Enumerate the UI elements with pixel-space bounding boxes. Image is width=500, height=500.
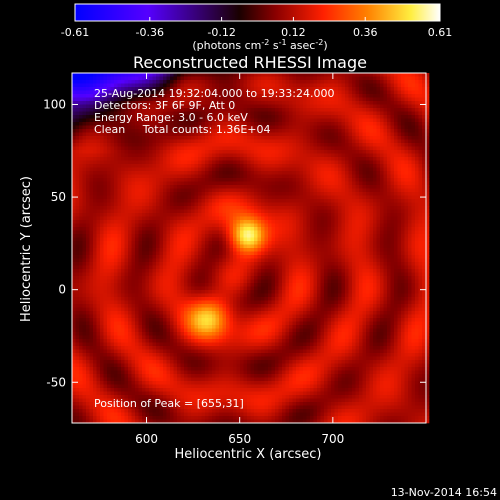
colorbar-unit-label: (photons cm-2 s-1 asec-2) (192, 38, 327, 52)
colorbar-tick-label: -0.36 (136, 26, 164, 39)
colorbar-ticks: -0.61 -0.36 -0.12 0.12 0.36 0.61 (61, 17, 452, 39)
info-time-range: 25-Aug-2014 19:32:04.000 to 19:33:24.000 (94, 87, 335, 100)
chart-title: Reconstructed RHESSI Image (133, 53, 367, 72)
axis-ticks: 600 650 700 -50 0 50 100 (43, 73, 426, 446)
plot-frame (71, 72, 427, 424)
info-detectors: Detectors: 3F 6F 9F, Att 0 (94, 99, 235, 112)
colorbar (74, 3, 441, 22)
colorbar-tick-label: -0.61 (61, 26, 89, 39)
colorbar-tick-label: 0.61 (428, 26, 453, 39)
colorbar-tick-label: 0.36 (353, 26, 378, 39)
heatmap-image (72, 73, 430, 424)
info-clean-counts: Clean Total counts: 1.36E+04 (94, 123, 271, 136)
footer-date: 13-Nov-2014 16:54 (391, 486, 497, 499)
info-energy-range: Energy Range: 3.0 - 6.0 keV (94, 111, 248, 124)
y-axis-label: Heliocentric Y (arcsec) (19, 176, 34, 322)
peak-position-label: Position of Peak = [655,31] (94, 397, 244, 410)
colorbar-tick-label: -0.12 (207, 26, 235, 39)
y-tick-label: 0 (58, 283, 66, 297)
y-tick-label: 100 (43, 97, 66, 111)
x-tick-label: 650 (228, 432, 251, 446)
colorbar-tick-label: 0.12 (281, 26, 306, 39)
y-tick-label: -50 (46, 375, 66, 389)
x-axis-label: Heliocentric X (arcsec) (175, 447, 322, 462)
x-tick-label: 600 (135, 432, 158, 446)
y-tick-label: 50 (51, 190, 66, 204)
x-tick-label: 700 (321, 432, 344, 446)
